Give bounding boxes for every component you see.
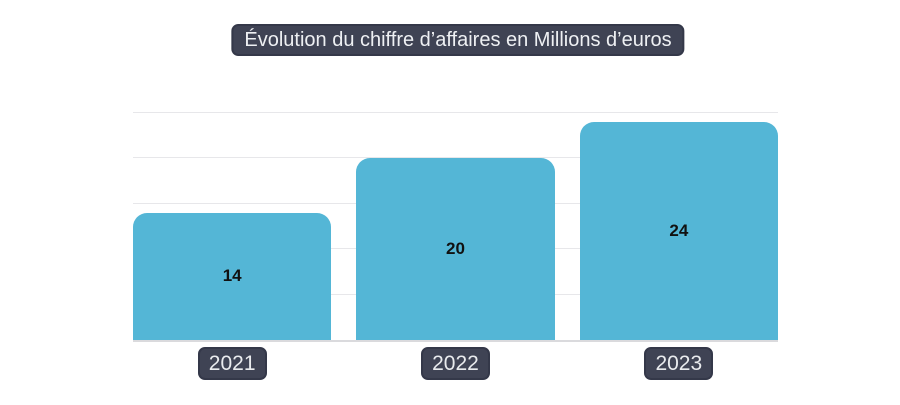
chart-title-badge: Évolution du chiffre d’affaires en Milli…: [231, 24, 685, 56]
bar-value-label-2021: 14: [222, 266, 242, 286]
x-axis-label-2022: 2022: [421, 347, 490, 380]
x-axis-label-2023: 2023: [644, 347, 714, 380]
bar-value-label-2023: 24: [669, 220, 689, 240]
bar-2021: 14: [133, 212, 332, 340]
gridline: [133, 157, 778, 159]
x-axis-labels: 2021 2022 2023: [133, 347, 778, 380]
bar-value-label-2022: 20: [446, 239, 465, 259]
bar-2022: 20: [356, 158, 555, 340]
x-axis-cell: 2023: [580, 347, 778, 380]
x-axis-cell: 2022: [356, 347, 554, 380]
bars-layer: 14 20 24: [133, 90, 778, 340]
x-axis-label-2021: 2021: [197, 347, 267, 380]
gridline: [133, 111, 778, 113]
bar-2023: 24: [579, 121, 778, 340]
plot-area: 14 20 24: [133, 90, 778, 342]
x-axis-cell: 2021: [133, 347, 331, 380]
